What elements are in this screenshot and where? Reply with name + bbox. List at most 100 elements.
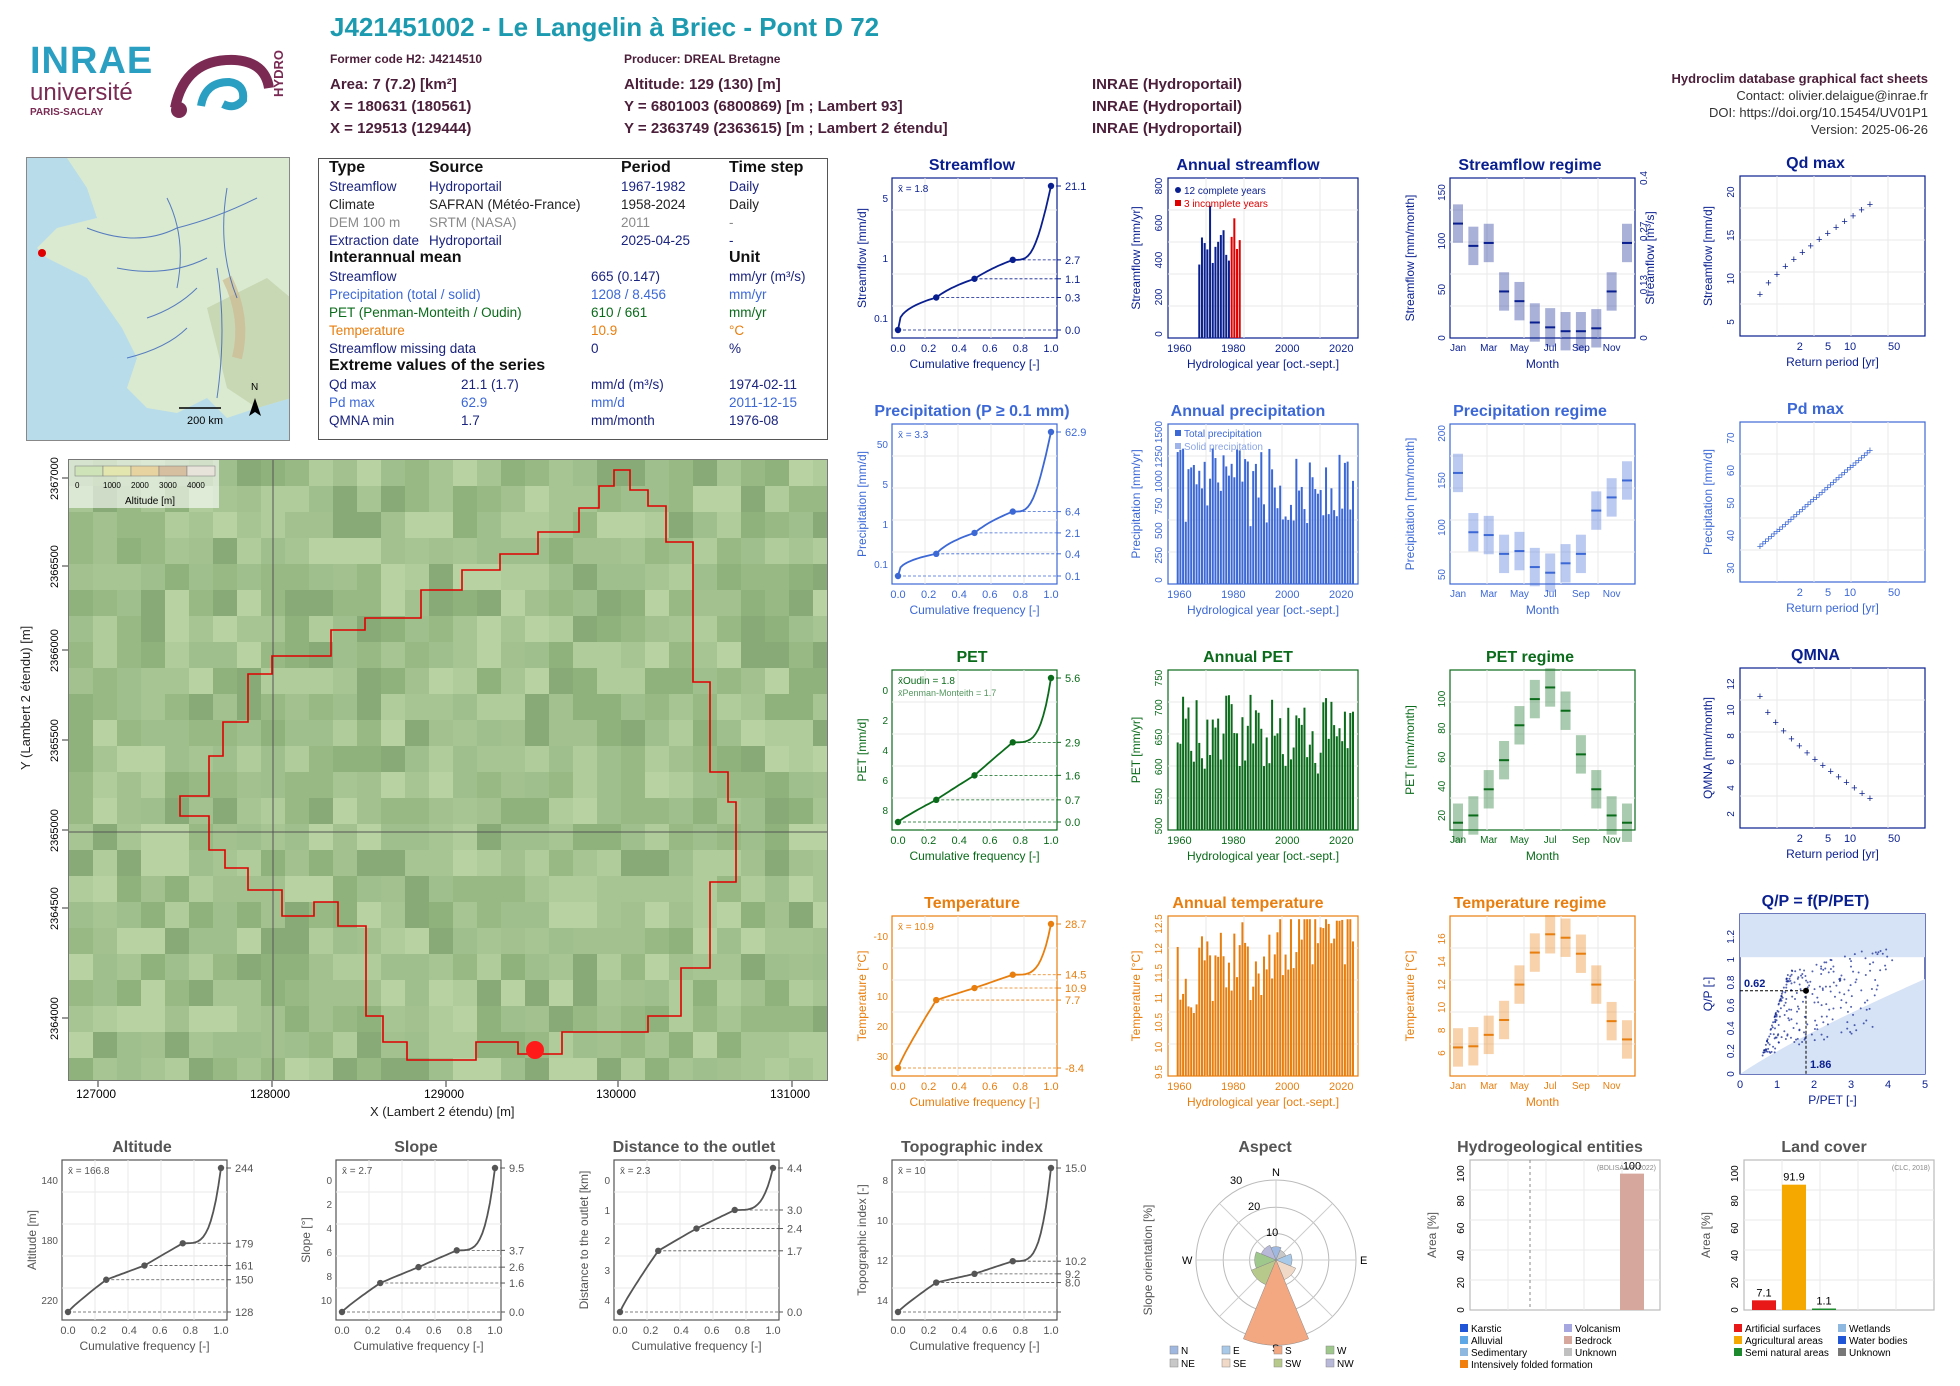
dem-cell (597, 564, 621, 590)
dem-cell (117, 980, 141, 1006)
doi-link[interactable]: DOI: https://doi.org/10.15454/UV01P1 (1709, 105, 1928, 120)
mean-point (1803, 987, 1809, 994)
dem-cell (141, 954, 165, 980)
right-tick-label: -8.4 (1065, 1063, 1084, 1075)
dem-cell (573, 668, 597, 694)
legend-tick-label: 0 (75, 481, 80, 490)
data-point: + (1802, 502, 1808, 514)
dem-cell (309, 876, 333, 902)
dem-cell (69, 746, 93, 772)
dem-cell (405, 460, 429, 486)
dem-cell (309, 980, 333, 1006)
dem-cell (285, 460, 309, 486)
x-tick-label: 0.2 (921, 343, 936, 355)
y-tick-label: 0.4 (1726, 1021, 1737, 1035)
data-point (1770, 1027, 1773, 1030)
contact[interactable]: Contact: olivier.delaigue@inrae.fr (1736, 88, 1928, 103)
legend-label: Sedimentary (1471, 1348, 1527, 1359)
dem-cell (69, 564, 93, 590)
dem-cell (213, 772, 237, 798)
dem-cell (117, 876, 141, 902)
dem-cell (309, 824, 333, 850)
year-bar (1330, 701, 1333, 830)
x-tick-label: Sep (1572, 589, 1590, 600)
data-point (1839, 1006, 1842, 1009)
dem-cell (381, 902, 405, 928)
dem-cell (693, 928, 717, 954)
dem-cell (549, 642, 573, 668)
data-point (1829, 990, 1832, 993)
data-point: + (1858, 205, 1864, 217)
dem-cell (429, 642, 453, 668)
data-point (1793, 981, 1796, 984)
dem-cell (429, 928, 453, 954)
dem-cell (693, 512, 717, 538)
dem-cell (69, 694, 93, 720)
y-tick-label: 40 (1726, 530, 1737, 542)
data-point (1872, 961, 1875, 964)
dem-cell (501, 876, 525, 902)
year-bar (1341, 741, 1344, 830)
data-point (1790, 982, 1793, 985)
chart-svg-dist_cdf: Distance to the outlet0.01.72.43.04.4012… (577, 1139, 802, 1353)
dem-cell (645, 720, 669, 746)
right-tick-label: 0.0 (1065, 817, 1080, 829)
dem-cell (117, 720, 141, 746)
right-tick-label: 15.0 (1065, 1163, 1086, 1175)
year-bar (1325, 919, 1328, 1076)
mean-label: x̄ = 3.3 (898, 430, 929, 441)
y-tick-label: 60 (1437, 751, 1448, 763)
dem-cell (333, 694, 357, 720)
dem-cell (645, 850, 669, 876)
dem-cell (717, 590, 741, 616)
dem-cell (141, 1006, 165, 1032)
year-bar (1182, 993, 1185, 1076)
ia-temp-label: Temperature (329, 323, 405, 338)
rose-spoke (1275, 1203, 1333, 1261)
data-point (1771, 1026, 1774, 1029)
dem-cell (141, 720, 165, 746)
dem-cell (117, 1006, 141, 1032)
dem-cell (141, 512, 165, 538)
year-bar (1295, 715, 1298, 830)
x-tick-label: 0.4 (952, 589, 967, 601)
dem-cell (693, 694, 717, 720)
year-bar (1263, 504, 1265, 584)
dem-cell (597, 486, 621, 512)
dem-cell (453, 668, 477, 694)
data-point (1822, 1021, 1825, 1024)
year-bar (1268, 448, 1271, 584)
panel-qmna: QMNA + + + + + + + + + + + + + + +2 5 10 50 2 4 6 8 10 12 QMNA [m… (1698, 644, 1933, 874)
year-bar (1190, 1007, 1193, 1076)
dem-cell (93, 1032, 117, 1058)
mean-label: x̄ = 166.8 (68, 1166, 110, 1177)
data-point: + (1827, 766, 1833, 778)
row-extraction-period: 2025-04-25 (621, 233, 691, 248)
chart-title: Temperature (924, 895, 1020, 912)
data-point: + (1839, 470, 1845, 482)
dem-cell (189, 668, 213, 694)
data-point (1820, 967, 1823, 970)
data-point (1810, 1033, 1813, 1036)
data-point (1782, 986, 1785, 989)
dem-cell (405, 798, 429, 824)
data-point (1845, 1001, 1848, 1004)
x-tick-label: 127000 (76, 1087, 116, 1101)
legend-tick-label: 4000 (187, 481, 205, 490)
data-point (1874, 951, 1877, 954)
data-point: + (1859, 788, 1865, 800)
plot-frame (891, 669, 1058, 831)
dem-cell (213, 1006, 237, 1032)
data-point: + (1867, 199, 1873, 211)
year-bar (1257, 497, 1260, 584)
x-tick-label: 129000 (424, 1087, 464, 1101)
dem-cell (741, 564, 765, 590)
dem-cell (477, 538, 501, 564)
plot-frame (335, 1159, 502, 1321)
x-tick-label: 0.2 (921, 1081, 936, 1093)
dem-cell (453, 798, 477, 824)
x-tick-label: 2000 (1275, 589, 1299, 601)
dem-cell (309, 694, 333, 720)
legend-label: Artificial surfaces (1745, 1324, 1821, 1335)
category-bar (1752, 1300, 1776, 1310)
